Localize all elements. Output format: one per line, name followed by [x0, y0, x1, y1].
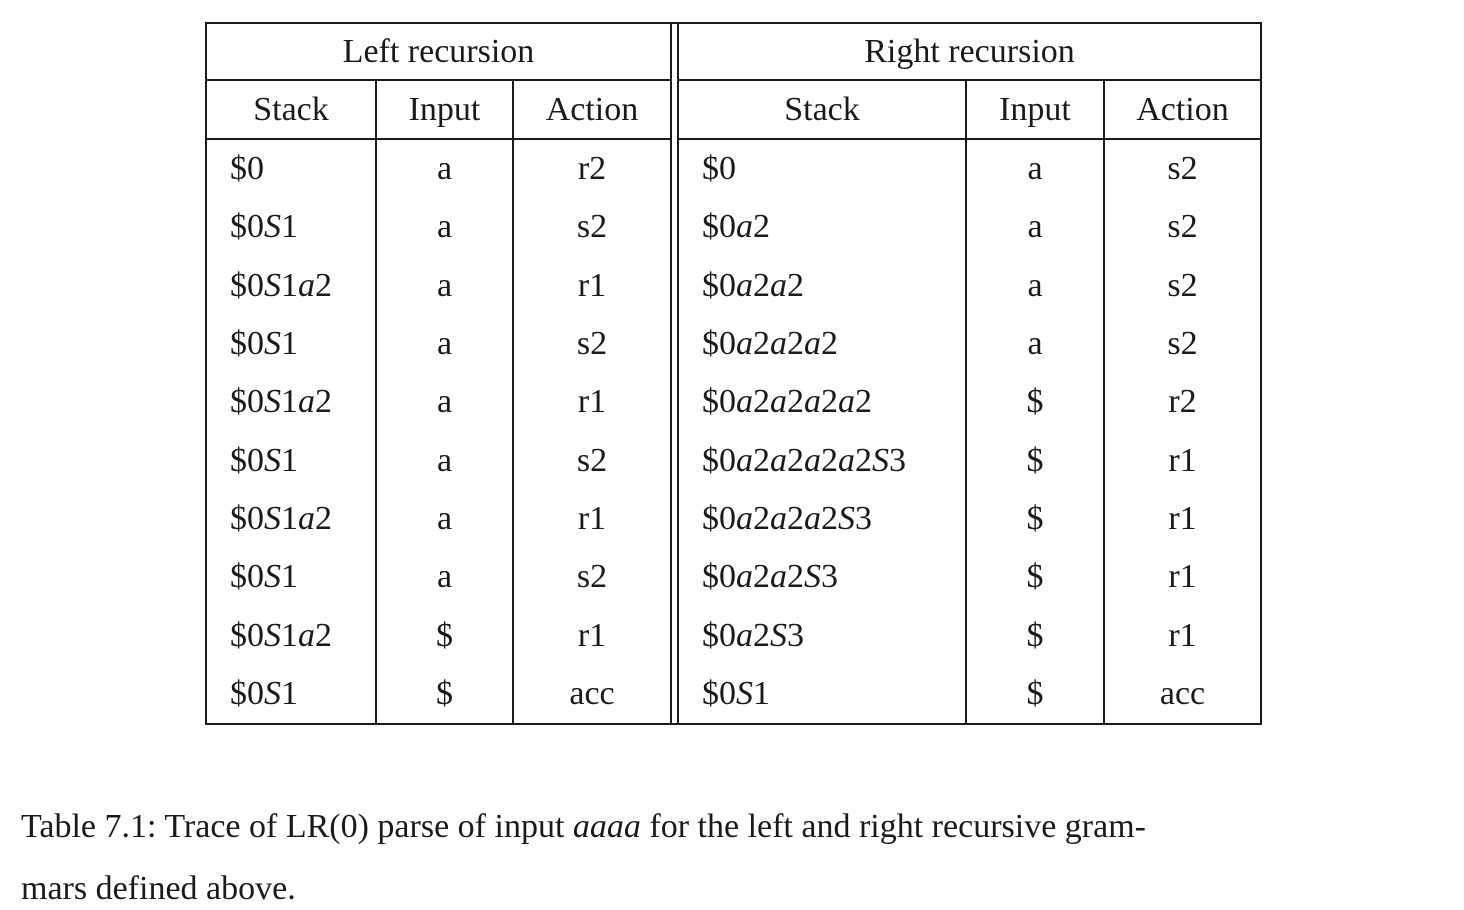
action-cell: r1	[512, 489, 670, 549]
stack-cell: $0 a 2 a 2 S 3	[702, 558, 838, 596]
table-row: $0 S 1 a s2	[207, 431, 670, 490]
table-row: $0 a 2 a 2 a s2	[679, 256, 1260, 315]
input-cell: a	[375, 548, 512, 607]
action-cell: r1	[1103, 431, 1260, 490]
stack-cell: $0 S 1	[230, 558, 298, 596]
table-row: $0 a r2	[207, 140, 670, 199]
stack-cell: $0 a 2 a 2	[702, 266, 804, 304]
action-cell: s2	[1103, 140, 1260, 199]
stack-cell: $0 a 2 a 2 a 2	[702, 325, 838, 363]
input-cell: a	[965, 256, 1103, 315]
right-table-header: Stack Input Action	[679, 81, 1260, 140]
right-recursion-table: Right recursion Stack Input Action $0 a …	[677, 24, 1260, 723]
stack-cell: $0 S 1	[230, 325, 298, 363]
left-table-body: $0 a r2 $0 S 1 a s2 $0 S 1 a 2 a r1 $0 S 1 a s2 …	[207, 140, 670, 723]
action-cell: r2	[512, 140, 670, 199]
column-header-input: Input	[375, 81, 512, 138]
stack-cell: $0 S 1	[702, 674, 770, 712]
action-cell: s2	[512, 548, 670, 607]
table-row: $0 S 1 a s2	[207, 548, 670, 607]
input-cell: $	[965, 489, 1103, 549]
stack-cell: $0	[702, 150, 736, 188]
input-cell: $	[965, 664, 1103, 723]
action-cell: r2	[1103, 373, 1260, 432]
action-cell: s2	[1103, 198, 1260, 257]
right-table-body: $0 a s2 $0 a 2 a s2 $0 a 2 a 2 a s2 $0 a 2 a 2 a 2 a…	[679, 140, 1260, 723]
action-cell: s2	[512, 314, 670, 374]
stack-cell: $0 S 1 a 2	[230, 383, 332, 421]
table-row: $0 a s2	[679, 140, 1260, 199]
action-cell: r1	[512, 256, 670, 315]
table-row: $0 S 1 a 2 $ r1	[207, 606, 670, 665]
table-row: $0 S 1 $ acc	[679, 664, 1260, 723]
stack-cell: $0 a 2 a 2 a 2 S 3	[702, 499, 872, 537]
column-header-stack: Stack	[253, 90, 329, 128]
input-cell: a	[375, 256, 512, 315]
input-cell: $	[965, 548, 1103, 607]
table-row: $0 S 1 a 2 a r1	[207, 256, 670, 315]
action-cell: r1	[1103, 606, 1260, 665]
action-cell: s2	[1103, 314, 1260, 374]
left-table-title: Left recursion	[207, 24, 670, 81]
parse-trace-table: Left recursion Stack Input Action $0 a r…	[205, 22, 1262, 725]
table-row: $0 S 1 a s2	[207, 198, 670, 257]
stack-cell: $0 S 1 a 2	[230, 499, 332, 537]
action-cell: r1	[1103, 548, 1260, 607]
table-row: $0 a 2 a 2 a 2 a s2	[679, 314, 1260, 374]
table-row: $0 a 2 a s2	[679, 198, 1260, 257]
column-header-action: Action	[1103, 81, 1260, 138]
stack-cell: $0 a 2 S 3	[702, 616, 804, 654]
table-row: $0 S 1 a 2 a r1	[207, 489, 670, 549]
stack-cell: $0	[230, 150, 264, 188]
stack-cell: $0 S 1 a 2	[230, 266, 332, 304]
input-cell: $	[375, 606, 512, 665]
action-cell: r1	[512, 606, 670, 665]
action-cell: s2	[512, 198, 670, 257]
input-cell: $	[965, 373, 1103, 432]
caption-line-2: mars defined above.	[21, 870, 296, 907]
right-table-title: Right recursion	[679, 24, 1260, 81]
column-header-input: Input	[965, 81, 1103, 138]
action-cell: acc	[512, 664, 670, 723]
action-cell: r1	[512, 373, 670, 432]
input-cell: a	[965, 140, 1103, 199]
action-cell: s2	[1103, 256, 1260, 315]
input-cell: a	[375, 140, 512, 199]
input-cell: a	[375, 431, 512, 490]
caption-line-1: Table 7.1: Trace of LR(0) parse of input…	[21, 808, 1146, 845]
stack-cell: $0 S 1	[230, 208, 298, 246]
stack-cell: $0 S 1	[230, 441, 298, 479]
table-caption: Table 7.1: Trace of LR(0) parse of input…	[21, 796, 1453, 910]
table-row: $0 S 1 $ acc	[207, 664, 670, 723]
table-row: $0 a 2 a 2 a 2 S 3 $ r1	[679, 489, 1260, 549]
column-header-action: Action	[512, 81, 670, 138]
input-cell: a	[965, 314, 1103, 374]
stack-cell: $0 a 2 a 2 a 2 a 2	[702, 383, 872, 421]
input-cell: a	[375, 198, 512, 257]
stack-cell: $0 S 1	[230, 674, 298, 712]
table-row: $0 a 2 a 2 S 3 $ r1	[679, 548, 1260, 607]
column-header-stack: Stack	[784, 90, 860, 128]
input-cell: a	[375, 373, 512, 432]
input-cell: $	[965, 606, 1103, 665]
action-cell: s2	[512, 431, 670, 490]
stack-cell: $0 a 2	[702, 208, 770, 246]
left-recursion-table: Left recursion Stack Input Action $0 a r…	[207, 24, 672, 723]
input-cell: $	[965, 431, 1103, 490]
stack-cell: $0 a 2 a 2 a 2 a 2 S 3	[702, 441, 906, 479]
input-cell: $	[375, 664, 512, 723]
table-row: $0 a 2 a 2 a 2 a 2 $ r2	[679, 373, 1260, 432]
stack-cell: $0 S 1 a 2	[230, 616, 332, 654]
table-row: $0 a 2 S 3 $ r1	[679, 606, 1260, 665]
action-cell: acc	[1103, 664, 1260, 723]
action-cell: r1	[1103, 489, 1260, 549]
table-row: $0 S 1 a 2 a r1	[207, 373, 670, 432]
left-table-header: Stack Input Action	[207, 81, 670, 140]
table-row: $0 a 2 a 2 a 2 a 2 S 3 $ r1	[679, 431, 1260, 490]
input-cell: a	[375, 489, 512, 549]
input-cell: a	[965, 198, 1103, 257]
table-row: $0 S 1 a s2	[207, 314, 670, 374]
input-cell: a	[375, 314, 512, 374]
